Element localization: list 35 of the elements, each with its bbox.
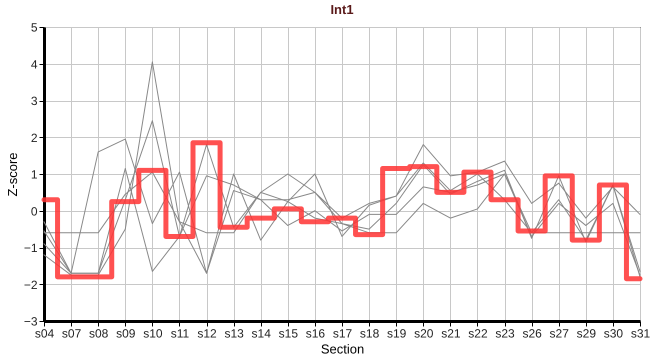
- y-axis-title: Z-score: [4, 152, 20, 197]
- x-tick-label: s14: [252, 326, 272, 340]
- y-tick-label: 4: [30, 57, 38, 72]
- x-tick-label: s12: [197, 326, 218, 340]
- x-tick-label: s20: [414, 326, 434, 340]
- x-tick-label: s21: [441, 326, 461, 340]
- x-tick-label: s09: [116, 326, 136, 340]
- chart-title: Int1: [330, 2, 354, 17]
- y-tick-label: 3: [30, 94, 38, 108]
- x-tick-label: s18: [360, 326, 380, 340]
- x-axis-title: Section: [320, 342, 364, 356]
- y-tick-label: −1: [24, 241, 38, 255]
- y-tick-label: 0: [30, 204, 38, 218]
- y-tick-label: −2: [24, 278, 38, 292]
- y-tick-label: −3: [24, 314, 38, 328]
- x-tick-label: s10: [143, 326, 163, 340]
- x-tick-label: s29: [576, 326, 596, 340]
- x-tick-label: s04: [34, 326, 54, 340]
- x-tick-label: s31: [630, 326, 650, 340]
- x-tick-label: s07: [62, 326, 82, 340]
- x-tick-label: s17: [332, 326, 352, 340]
- x-tick-label: s19: [387, 326, 407, 340]
- x-tick-label: s27: [550, 326, 570, 340]
- x-tick-label: s08: [89, 326, 109, 340]
- y-tick-label: 1: [30, 168, 38, 182]
- x-tick-label: s13: [224, 326, 244, 340]
- x-tick-label: s15: [278, 326, 298, 340]
- x-tick-label: s22: [468, 326, 488, 340]
- x-tick-label: s23: [495, 326, 516, 340]
- x-tick-label: s30: [604, 326, 624, 340]
- y-tick-label: 5: [30, 20, 38, 34]
- x-tick-label: s26: [522, 326, 542, 340]
- y-tick-label: 2: [30, 130, 38, 145]
- x-tick-label: s11: [170, 326, 190, 340]
- x-tick-label: s16: [306, 326, 326, 340]
